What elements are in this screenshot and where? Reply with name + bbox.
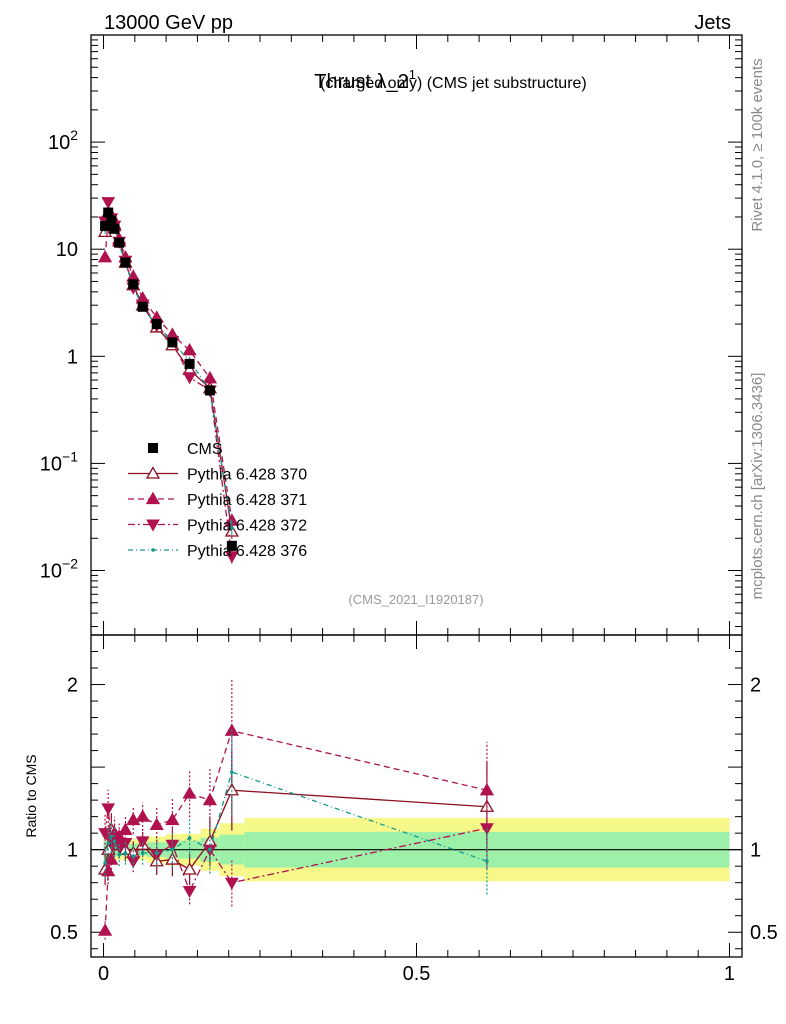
y-tick-exp: −1 bbox=[62, 448, 78, 464]
y-tick-label: 10−1 bbox=[40, 448, 78, 475]
x-axis-tick-labels: 0 0.5 1 bbox=[98, 963, 735, 985]
data-point bbox=[204, 385, 215, 396]
ratio-point bbox=[202, 792, 218, 806]
ratio-y-tick-label-right: 2 bbox=[750, 675, 761, 697]
y-tick-base: 10 bbox=[40, 561, 62, 583]
ratio-point bbox=[140, 851, 145, 855]
ratio-point bbox=[182, 885, 197, 898]
data-point bbox=[167, 337, 178, 348]
ratio-y-tick-label-right: 0.5 bbox=[750, 922, 778, 944]
ratio-y-tick-label-right: 1 bbox=[750, 840, 761, 862]
legend: CMS Pythia 6.428 370 Pythia 6.428 371 Pythi… bbox=[128, 441, 307, 560]
ratio-point bbox=[131, 854, 136, 859]
ratio-point bbox=[187, 836, 192, 840]
ratio-point bbox=[126, 812, 141, 826]
ratio-point bbox=[104, 852, 119, 865]
legend-label: Pythia 6.428 372 bbox=[187, 518, 307, 535]
data-point bbox=[109, 223, 120, 234]
legend-marker bbox=[145, 491, 161, 505]
y-tick-base: 10 bbox=[48, 132, 70, 154]
y-tick-exp: −2 bbox=[62, 556, 78, 572]
ratio-point bbox=[109, 834, 114, 839]
plot-title-suffix: (charged only) (CMS jet substructure) bbox=[320, 75, 587, 92]
data-point bbox=[226, 540, 237, 551]
data-point bbox=[137, 301, 148, 312]
y-tick-label: 10−2 bbox=[40, 556, 78, 583]
main-point bbox=[230, 526, 234, 530]
y-tick-base: 10 bbox=[40, 453, 62, 475]
ratio-point bbox=[97, 923, 113, 936]
ratio-y-tick-label: 1 bbox=[67, 840, 78, 862]
category-label: Jets bbox=[694, 12, 731, 34]
ratio-point bbox=[154, 851, 159, 855]
ratio-point bbox=[117, 852, 121, 857]
ratio-axis-ticks: 0.5 0.5 1 1 2 2 bbox=[50, 635, 778, 957]
legend-label: Pythia 6.428 371 bbox=[187, 492, 307, 509]
main-point bbox=[97, 249, 113, 263]
legend-marker bbox=[151, 548, 155, 552]
data-point bbox=[103, 207, 114, 218]
x-tick-label: 0 bbox=[98, 963, 109, 985]
ratio-point bbox=[106, 841, 111, 845]
ratio-point bbox=[165, 839, 180, 852]
ratio-point bbox=[101, 803, 116, 816]
plot-title: Thrust λ_21 bbox=[314, 67, 416, 93]
ratio-point bbox=[112, 839, 117, 844]
data-point bbox=[100, 220, 111, 231]
ratio-point bbox=[182, 786, 197, 799]
ratio-point bbox=[149, 817, 164, 831]
ratio-point bbox=[224, 877, 239, 890]
y-tick-label: 1 bbox=[67, 346, 78, 368]
main-point bbox=[224, 551, 239, 564]
ratio-point bbox=[123, 851, 128, 855]
data-point bbox=[114, 237, 125, 248]
ratio-point bbox=[208, 847, 212, 852]
y-tick-label: 102 bbox=[48, 127, 78, 154]
ratio-point bbox=[170, 847, 175, 852]
ratio-point bbox=[230, 770, 234, 774]
ratio-point bbox=[165, 812, 180, 826]
ratio-point bbox=[103, 861, 107, 865]
plot-title-text: Thrust λ_2 bbox=[314, 71, 408, 93]
y-tick-exp: 2 bbox=[70, 127, 78, 143]
ratio-point bbox=[135, 836, 150, 849]
plot-title-sup: 1 bbox=[409, 67, 416, 82]
legend-label: Pythia 6.428 370 bbox=[187, 467, 307, 484]
ratio-y-axis-label: Ratio to CMS bbox=[23, 754, 39, 837]
main-point bbox=[182, 372, 197, 385]
rivet-version-label: Rivet 4.1.0, ≥ 100k events bbox=[749, 58, 766, 231]
data-point bbox=[120, 257, 131, 268]
legend-marker bbox=[146, 519, 160, 532]
legend-marker-cms bbox=[148, 443, 158, 453]
energy-label: 13000 GeV pp bbox=[104, 12, 233, 34]
ratio-point bbox=[118, 822, 133, 836]
ratio-y-tick-label: 0.5 bbox=[50, 922, 78, 944]
cms-data-points bbox=[100, 207, 237, 551]
ratio-y-tick-label: 2 bbox=[67, 675, 78, 697]
data-point bbox=[106, 215, 117, 226]
ratio-point bbox=[485, 859, 489, 864]
main-point bbox=[182, 342, 197, 356]
analysis-id: (CMS_2021_I1920187) bbox=[348, 592, 483, 607]
data-point bbox=[184, 358, 195, 369]
ratio-panel: 0.5 0.5 1 1 2 2 Ratio to CMS bbox=[23, 634, 778, 958]
ratio-series bbox=[97, 679, 495, 940]
ratio-line-2 bbox=[104, 808, 488, 893]
y-tick-label: 10 bbox=[56, 239, 78, 261]
legend-label: Pythia 6.428 376 bbox=[187, 543, 307, 560]
mcplots-label: mcplots.cern.ch [arXiv:1306.3436] bbox=[749, 373, 766, 600]
ratio-point bbox=[182, 862, 197, 875]
x-tick-label: 0.5 bbox=[403, 963, 431, 985]
main-point bbox=[101, 197, 116, 210]
data-point bbox=[151, 319, 162, 330]
ratio-point bbox=[135, 809, 150, 822]
main-point bbox=[202, 370, 218, 384]
legend-label: CMS bbox=[187, 441, 223, 458]
legend-marker bbox=[145, 466, 161, 479]
data-point bbox=[128, 279, 139, 290]
x-tick-label: 1 bbox=[724, 963, 735, 985]
